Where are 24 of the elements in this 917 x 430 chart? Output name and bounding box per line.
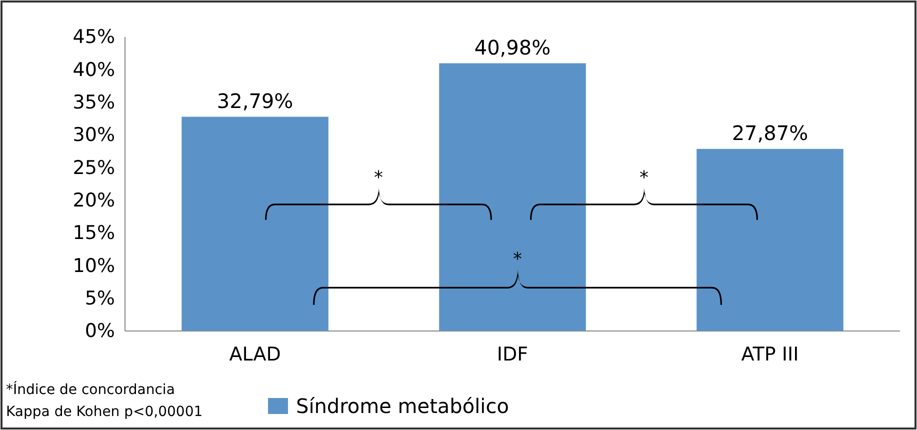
data-label: 40,98% bbox=[474, 35, 551, 60]
y-tick-label: 10% bbox=[72, 254, 115, 277]
y-tick-label: 30% bbox=[72, 124, 115, 146]
annotation: * bbox=[640, 167, 648, 188]
y-tick-label: 15% bbox=[72, 222, 115, 244]
y-tick-label: 45% bbox=[72, 26, 115, 48]
y-tick-label: 5% bbox=[84, 287, 115, 310]
bar bbox=[696, 148, 844, 331]
text: Kappa de Kohen p<0,00001 bbox=[6, 404, 203, 420]
y-tick-label: 40% bbox=[72, 58, 115, 81]
y-tick-label: 0% bbox=[84, 320, 115, 342]
x-tick-label: ALAD bbox=[229, 343, 281, 366]
x-tick-label: IDF bbox=[496, 343, 528, 366]
annotation: * bbox=[513, 248, 522, 270]
y-tick-label: 35% bbox=[72, 91, 115, 114]
text: *Índice de concordancia bbox=[6, 381, 175, 398]
annotation: * bbox=[374, 167, 383, 188]
y-tick-label: 25% bbox=[72, 156, 115, 179]
y-tick-label: 20% bbox=[72, 189, 115, 212]
x-tick-label: ATP III bbox=[741, 343, 799, 366]
data-label: 32,79% bbox=[216, 88, 294, 113]
data-label: 27,87% bbox=[732, 120, 808, 145]
bar bbox=[182, 116, 328, 331]
legend-label: Síndrome metabólico bbox=[296, 394, 509, 418]
